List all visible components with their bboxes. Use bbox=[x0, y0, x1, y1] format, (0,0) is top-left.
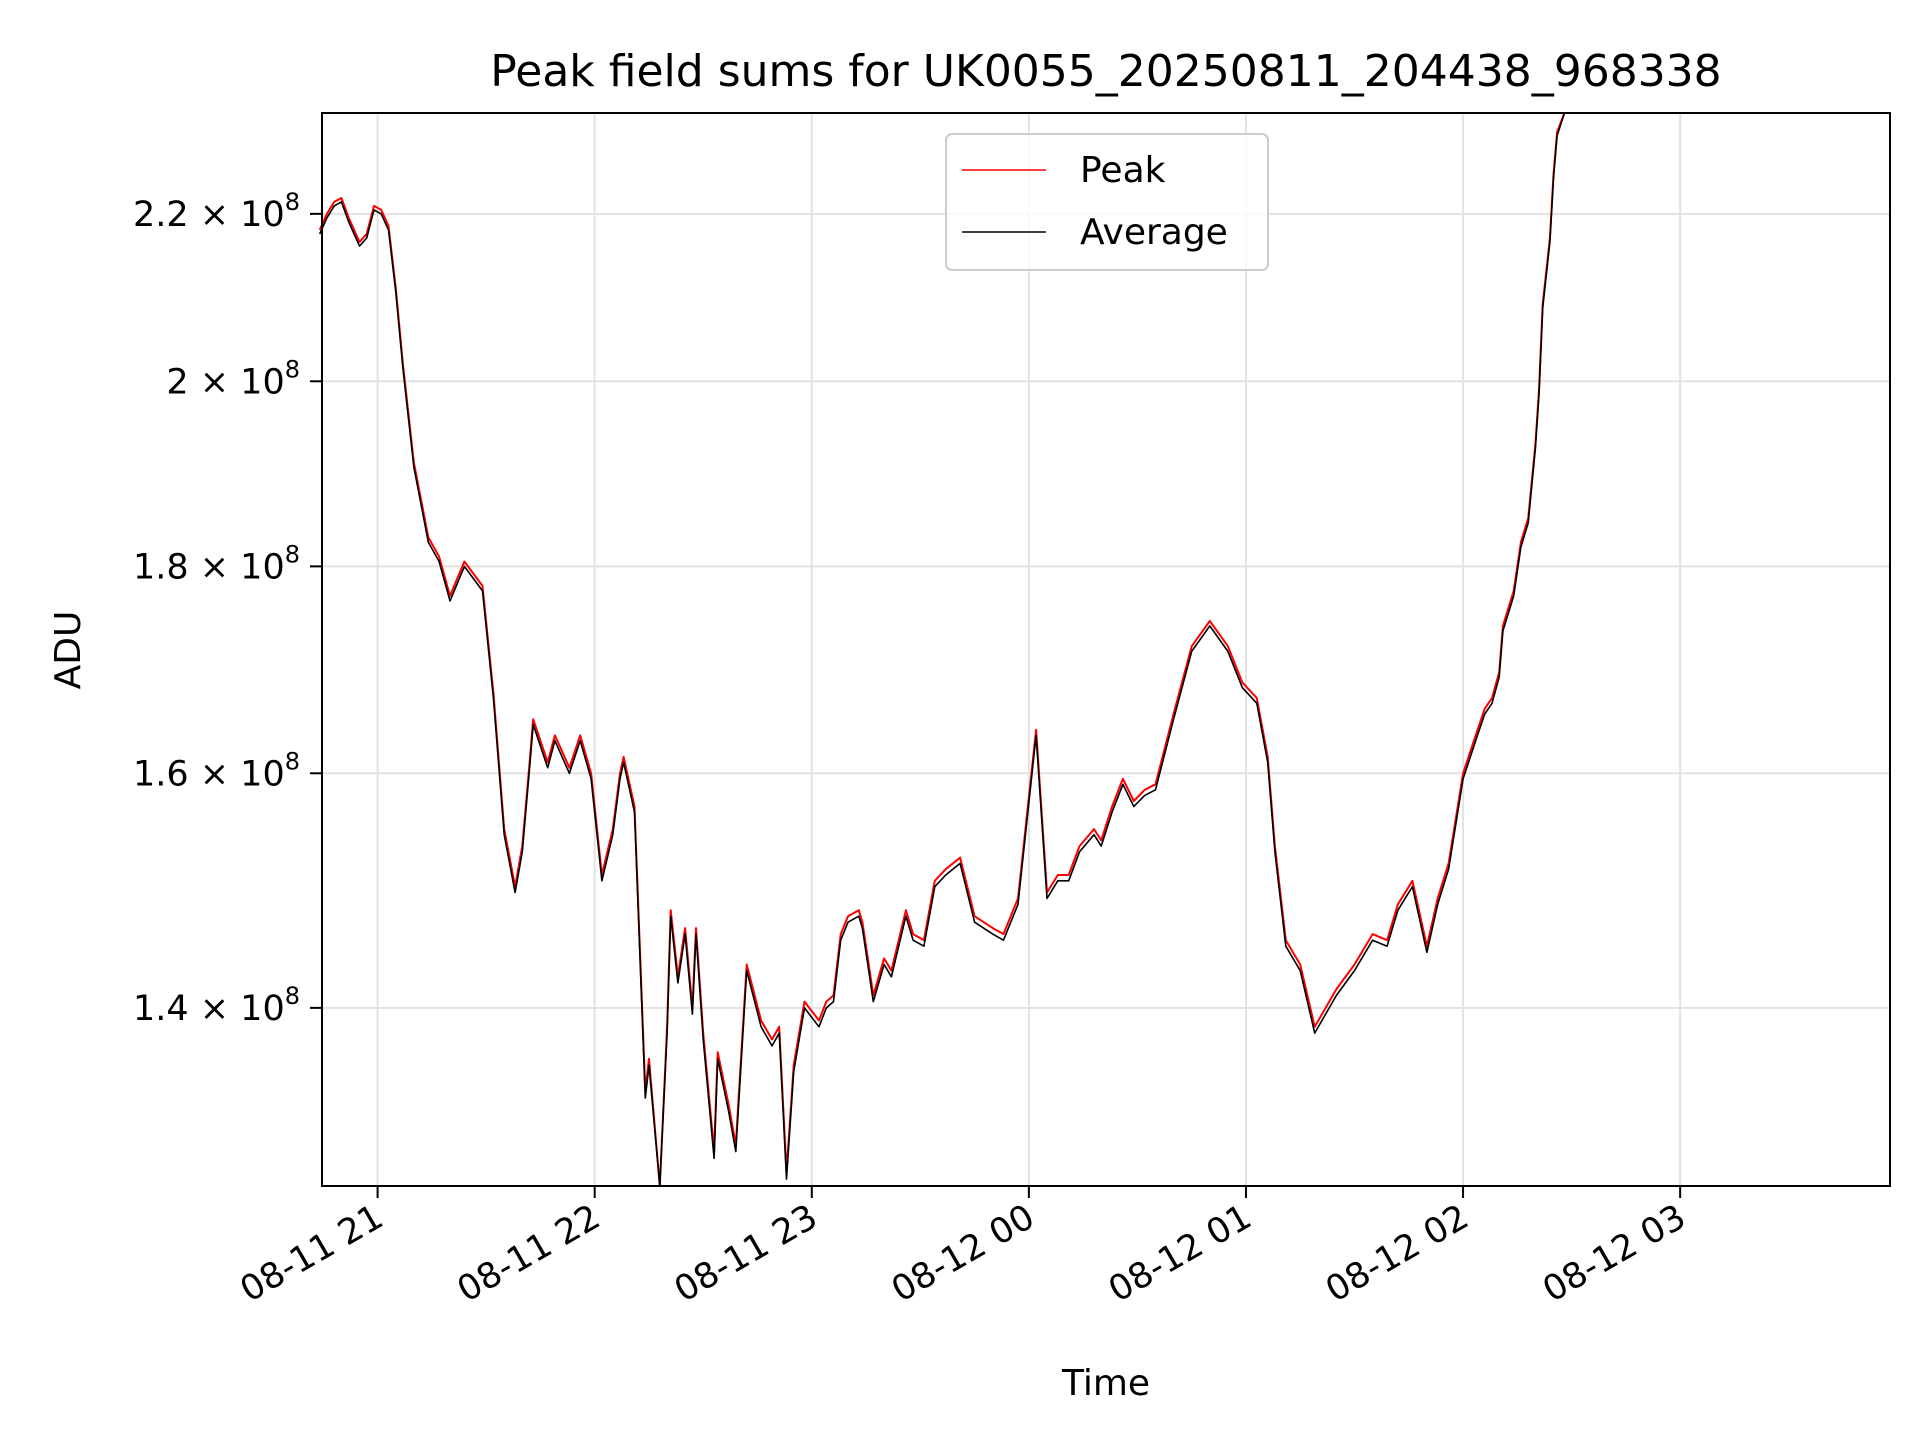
y-tick-label: 2 × 108 bbox=[166, 355, 300, 402]
series-layer bbox=[318, 112, 1576, 1187]
legend: Peak Average bbox=[945, 133, 1269, 271]
legend-label-average: Average bbox=[1080, 212, 1228, 253]
y-axis-ticks: 1.4 × 108 1.6 × 108 1.8 × 108 2.2 × 108 2 × … bbox=[133, 188, 322, 1029]
x-axis-label: Time bbox=[1061, 1363, 1150, 1404]
y-axis-label: ADU bbox=[48, 611, 89, 690]
series-line-average bbox=[318, 112, 1576, 1187]
y-tick-label: 2.2 × 108 bbox=[133, 188, 300, 235]
chart-title: Peak field sums for UK0055_20250811_2044… bbox=[490, 46, 1721, 97]
series-line-peak bbox=[318, 112, 1576, 1187]
y-tick-label: 1.4 × 108 bbox=[133, 982, 300, 1029]
y-tick-label: 1.6 × 108 bbox=[133, 747, 300, 794]
plot-frame bbox=[321, 112, 1891, 1187]
legend-label-peak: Peak bbox=[1080, 150, 1166, 191]
legend-box bbox=[945, 133, 1269, 271]
y-tick-label: 1.8 × 108 bbox=[133, 540, 300, 587]
